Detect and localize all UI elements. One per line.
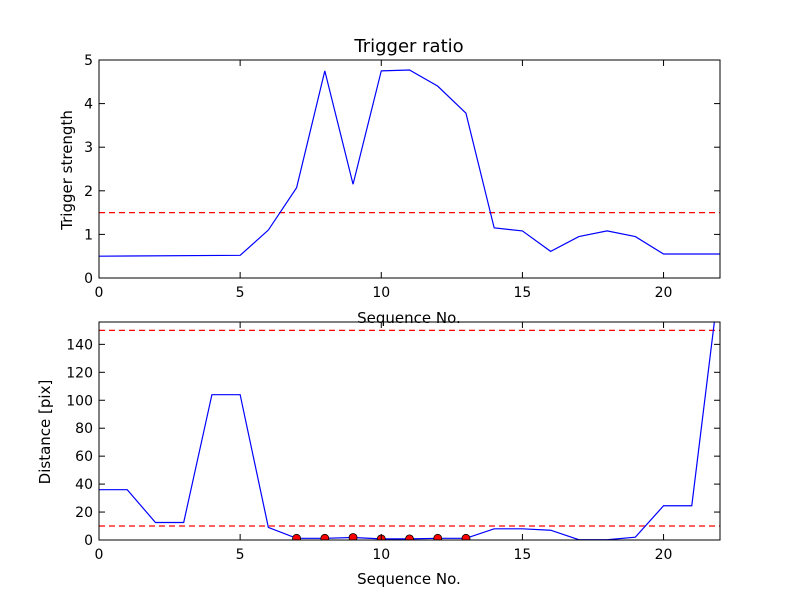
y-tick-label: 80 [75,421,93,437]
y-tick-label: 0 [84,533,93,549]
y-tick-label: 1 [84,227,93,243]
x-tick-label: 5 [236,547,245,563]
y-tick-label: 40 [75,477,93,493]
data-point [292,533,301,540]
y-tick-label: 0 [84,271,93,287]
x-tick-label: 5 [236,285,245,301]
x-tick-label: 15 [513,547,531,563]
axes-frame [98,321,721,541]
y-axis-label: Distance [pix] [36,380,54,485]
y-axis-label: Trigger strength [58,110,76,231]
data-point [405,534,414,540]
x-tick-label: 15 [513,285,531,301]
data-point [461,533,471,540]
y-tick-label: 120 [66,365,93,381]
data-point [348,533,358,540]
x-tick-label: 20 [655,285,673,301]
axes-frame [98,59,721,279]
plot-area: 0 5 10 15 20 0 20 40 60 80 100 120 140 [66,321,721,563]
data-point [433,533,443,540]
y-tick-label: 2 [84,184,93,200]
y-tick-label: 5 [84,53,93,69]
y-tick-label: 60 [75,449,93,465]
data-point [320,533,330,540]
x-tick-label: 20 [655,547,673,563]
x-axis-label: Sequence No. [357,570,461,588]
trigger-ratio-panel: Trigger ratio Sequence No. Trigger stren… [58,36,721,327]
x-axis-label: Sequence No. [357,309,461,327]
x-tick-label: 0 [95,285,104,301]
y-tick-label: 3 [84,140,93,156]
series-line [99,69,720,257]
x-tick-label: 10 [372,285,390,301]
data-layer [99,322,720,540]
y-tick-label: 140 [66,337,93,353]
x-tick-label: 0 [95,547,104,563]
distance-panel: Sequence No. Distance [pix] 0 5 10 15 20 0 20 4… [36,321,721,588]
x-tick-label: 10 [372,547,390,563]
data-layer [99,69,720,257]
plot-area: 0 5 10 15 20 0 1 2 3 4 5 [84,53,721,301]
y-tick-label: 4 [84,97,93,113]
chart-title: Trigger ratio [353,36,463,57]
y-tick-label: 20 [75,505,93,521]
y-tick-label: 100 [66,393,93,409]
